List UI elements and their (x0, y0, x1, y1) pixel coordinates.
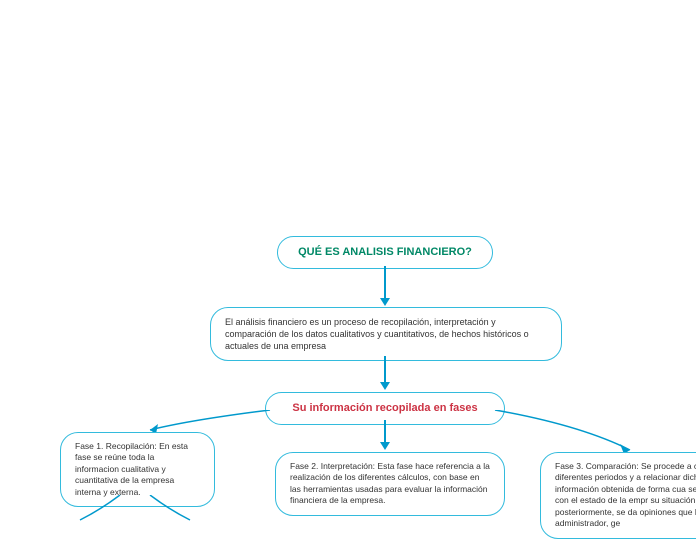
arrow-head-1 (380, 298, 390, 306)
phase1-sub-left (70, 495, 130, 525)
branch-center-head (380, 442, 390, 450)
phase2-node: Fase 2. Interpretación: Esta fase hace r… (275, 452, 505, 516)
phase2-text: Fase 2. Interpretación: Esta fase hace r… (290, 461, 490, 505)
phase3-node: Fase 3. Comparación: Se procede a compar… (540, 452, 696, 539)
phase3-text: Fase 3. Comparación: Se procede a compar… (555, 461, 696, 528)
root-node: QUÉ ES ANALISIS FINANCIERO? (277, 236, 493, 269)
root-label: QUÉ ES ANALISIS FINANCIERO? (298, 246, 472, 258)
definition-node: El análisis financiero es un proceso de … (210, 307, 562, 361)
phase1-sub-right (140, 495, 200, 525)
phases-title-label: Su información recopilada en fases (292, 402, 477, 414)
arrow-line-1 (384, 266, 386, 300)
arrow-head-2 (380, 382, 390, 390)
phase1-text: Fase 1. Recopilación: En esta fase se re… (75, 441, 188, 497)
definition-text: El análisis financiero es un proceso de … (225, 317, 529, 351)
arrow-line-2 (384, 356, 386, 384)
branch-center-line (384, 420, 386, 444)
